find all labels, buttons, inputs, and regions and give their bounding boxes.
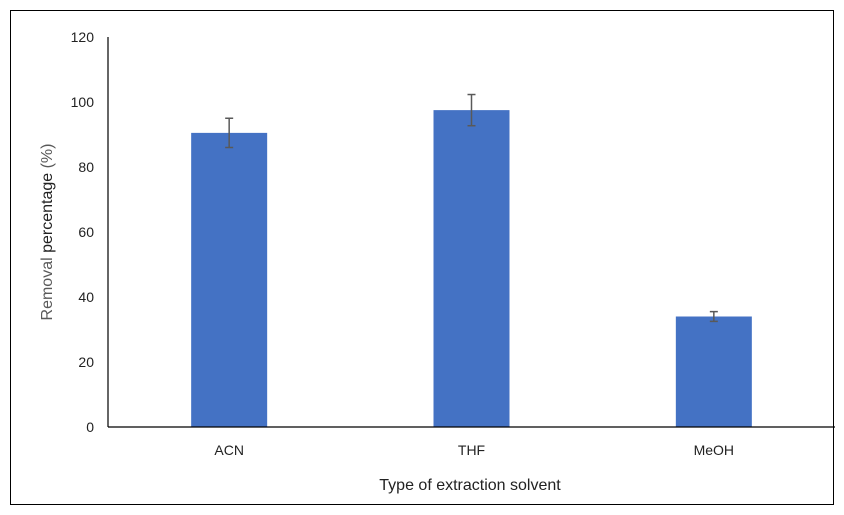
- bar-acn: [191, 132, 268, 427]
- y-axis-label-part3: (%): [39, 144, 56, 173]
- y-axis-label-part1: Removal: [39, 253, 56, 321]
- error-bar-meoh: [709, 310, 718, 323]
- y-tick-label: 20: [78, 354, 94, 370]
- error-bar-acn: [225, 117, 234, 149]
- x-axis-label: Type of extraction solvent: [379, 477, 561, 494]
- y-tick-label: 100: [71, 94, 95, 110]
- y-tick-label: 60: [78, 224, 94, 240]
- y-axis-label-part2: percentage: [39, 173, 56, 253]
- y-tick-label: 120: [71, 29, 95, 45]
- x-category-labels: ACN THF MeOH: [214, 442, 734, 458]
- bar-group: [191, 110, 752, 427]
- bar-thf: [433, 110, 510, 427]
- error-bar-group: [225, 93, 718, 323]
- x-tick-label-meoh: MeOH: [694, 442, 734, 458]
- x-tick-label-acn: ACN: [214, 442, 244, 458]
- y-axis-label: Removal percentage (%): [39, 144, 56, 321]
- y-tick-label: 80: [78, 159, 94, 175]
- error-bar-thf: [467, 93, 476, 127]
- y-tick-label: 0: [86, 419, 94, 435]
- bar-meoh: [675, 316, 752, 427]
- y-tick-labels: 0 20 40 60 80 100 120: [71, 29, 95, 435]
- y-tick-label: 40: [78, 289, 94, 305]
- x-tick-label-thf: THF: [458, 442, 485, 458]
